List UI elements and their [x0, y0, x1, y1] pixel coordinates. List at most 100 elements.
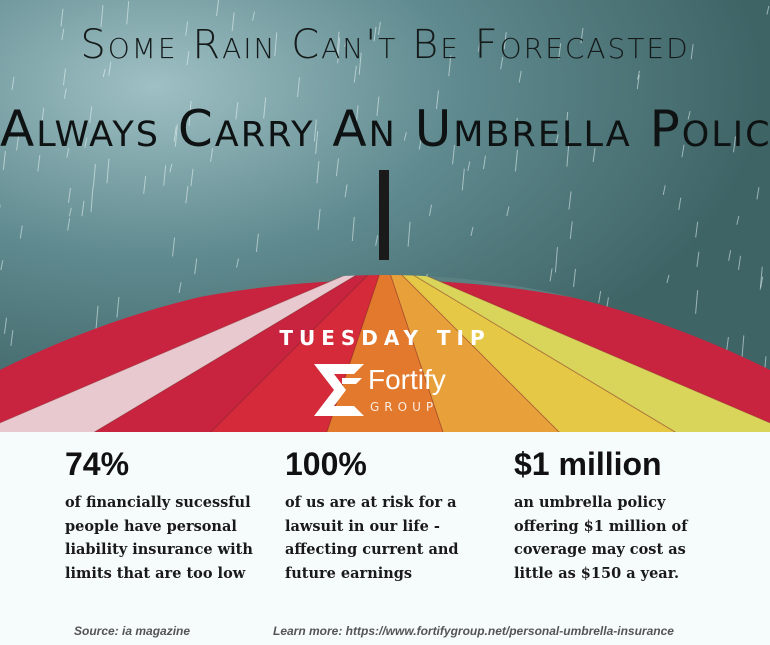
- rain-drop: [235, 101, 239, 120]
- rain-drop: [65, 128, 69, 145]
- fortify-logo-icon: [314, 364, 364, 416]
- rain-drop: [558, 43, 562, 60]
- stat-100-percent: 100% of us are at risk for a lawsuit in …: [285, 446, 475, 585]
- rain-drop: [728, 250, 732, 261]
- rain-drop: [429, 204, 432, 216]
- rain-drop: [554, 247, 558, 273]
- rain-drop: [126, 1, 130, 25]
- rain-drop: [336, 31, 340, 58]
- canopy-panel: [384, 275, 770, 432]
- rain-drop: [569, 221, 573, 240]
- rain-drop: [236, 258, 240, 268]
- rain-drop: [61, 28, 65, 41]
- rain-drop: [736, 215, 740, 225]
- rain-drop: [666, 274, 670, 284]
- rain-drop: [188, 100, 192, 127]
- rain-drop: [353, 65, 357, 83]
- rain-drop: [81, 200, 85, 217]
- rain-drop: [355, 105, 359, 128]
- logo-name: Fortify: [368, 364, 446, 395]
- rain-drop: [106, 158, 110, 184]
- rain-drop: [344, 184, 348, 198]
- stat-1-million: $1 million an umbrella policy offering $…: [514, 446, 704, 585]
- page-title: Always Carry An Umbrella Policy: [0, 100, 770, 158]
- rain-drop: [2, 151, 6, 170]
- rain-drop: [274, 32, 278, 57]
- rain-drop: [681, 144, 685, 158]
- rain-drop: [178, 282, 182, 294]
- rain-drop: [377, 21, 381, 35]
- rain-drop: [506, 206, 510, 217]
- canopy-panel: [323, 275, 447, 432]
- canopy-panel: [384, 275, 691, 432]
- stat-description: of financially sucessful people have per…: [65, 494, 253, 582]
- rain-drop: [173, 126, 177, 142]
- rain-drop: [566, 141, 570, 167]
- rain-drop: [67, 187, 71, 203]
- rain-drop: [231, 12, 235, 32]
- fortify-logo: Fortify GROUP: [312, 362, 462, 422]
- rain-drop: [210, 148, 214, 162]
- rain-drop: [169, 163, 173, 173]
- rain-drop: [662, 185, 666, 195]
- rain-drop: [4, 317, 7, 334]
- rain-drop: [760, 276, 764, 288]
- rain-streaks: [0, 0, 769, 432]
- rain-drop: [477, 36, 481, 52]
- rain-drop: [108, 61, 112, 76]
- rain-drop: [163, 165, 167, 186]
- hero-image: Some Rain Can't Be Forecasted Always Car…: [0, 0, 770, 432]
- rain-drop: [514, 150, 518, 172]
- rain-drop: [500, 57, 504, 70]
- rain-drop: [580, 27, 584, 44]
- rain-drop: [313, 119, 317, 142]
- rain-drop: [732, 136, 736, 153]
- rain-drop: [116, 296, 120, 318]
- rain-drop: [766, 5, 770, 15]
- rain-drop: [89, 106, 93, 124]
- rain-drop: [407, 221, 411, 247]
- rain-drop: [190, 168, 194, 187]
- rain-drop: [16, 135, 20, 151]
- canopy-panel: [79, 275, 386, 432]
- rain-drop: [315, 131, 319, 154]
- stat-value: 74%: [65, 446, 130, 482]
- rain-drop: [470, 226, 474, 237]
- rain-drop: [263, 97, 267, 119]
- source-note: Source: ia magazine: [74, 624, 191, 638]
- rain-drop: [461, 168, 465, 191]
- stat-description: an umbrella policy offering $1 million o…: [514, 494, 688, 582]
- rain-drop: [37, 154, 41, 172]
- rain-drop: [10, 330, 14, 346]
- rain-drop: [482, 155, 486, 170]
- rain-drop: [518, 70, 522, 83]
- rain-drop: [467, 161, 471, 172]
- rain-drop: [143, 176, 147, 195]
- rain-drop: [63, 88, 67, 99]
- rain-drop: [252, 11, 256, 21]
- rain-drop: [572, 268, 576, 287]
- rain-drop: [418, 138, 422, 150]
- learn-more-link[interactable]: Learn more: https://www.fortifygroup.net…: [273, 624, 674, 638]
- rain-drop: [68, 207, 72, 217]
- rain-drop: [448, 55, 452, 77]
- rain-drop: [568, 191, 572, 210]
- rain-drop: [637, 70, 641, 80]
- rain-drop: [598, 290, 602, 303]
- stat-value: $1 million: [514, 446, 662, 482]
- rain-drop: [756, 187, 760, 200]
- rain-drop: [194, 258, 198, 275]
- subtitle: Some Rain Can't Be Forecasted: [80, 22, 690, 68]
- rain-drop: [185, 21, 189, 36]
- rain-drop: [66, 148, 70, 158]
- rain-drop: [549, 268, 553, 282]
- rain-drop: [19, 225, 23, 239]
- rain-drop: [452, 144, 456, 165]
- rain-drop: [435, 90, 439, 110]
- rain-drop: [174, 124, 178, 147]
- rain-drop: [67, 218, 71, 231]
- rain-drop: [100, 5, 104, 27]
- rain-drop: [695, 221, 699, 238]
- rain-drop: [172, 237, 176, 257]
- rain-drop: [316, 161, 320, 184]
